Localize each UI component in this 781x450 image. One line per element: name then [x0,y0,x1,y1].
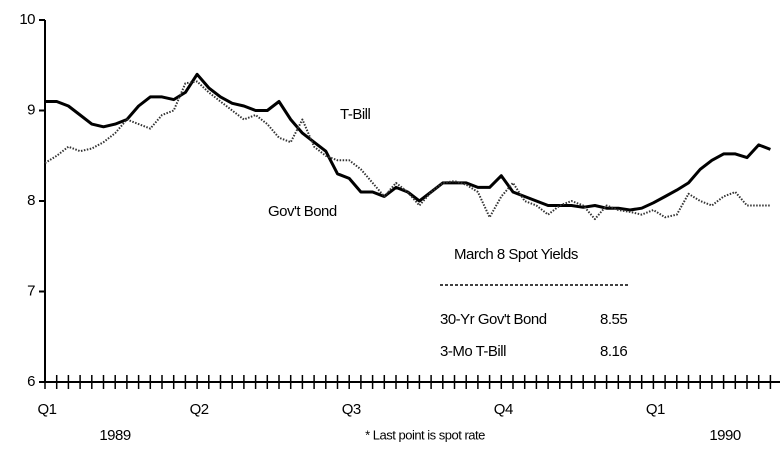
series-line [44,80,771,221]
x-tick-label: Q4 [494,401,513,418]
footnote: * Last point is spot rate [365,427,485,442]
x-tick-label: Q1 [646,401,665,418]
series-line [45,72,771,212]
x-tick-label: Q3 [342,401,361,418]
spot-value: 8.55 [600,311,627,328]
y-tick-label: 10 [19,11,35,28]
series-label: Gov't Bond [268,203,337,220]
x-tick-label: Q2 [190,401,209,418]
spot-value: 8.16 [600,343,627,360]
spot-label: 30-Yr Gov't Bond [440,311,547,328]
y-tick-label: 9 [27,101,35,118]
spot-label: 3-Mo T-Bill [440,343,506,360]
y-tick-label: 8 [27,192,35,209]
x-tick-label: Q1 [37,401,56,418]
y-tick-label: 7 [27,282,35,299]
spot-title: March 8 Spot Yields [454,246,578,263]
year-label: 1990 [709,427,741,444]
year-label: 1989 [99,427,131,444]
series-label: T-Bill [340,106,371,123]
y-tick-label: 6 [27,373,35,390]
